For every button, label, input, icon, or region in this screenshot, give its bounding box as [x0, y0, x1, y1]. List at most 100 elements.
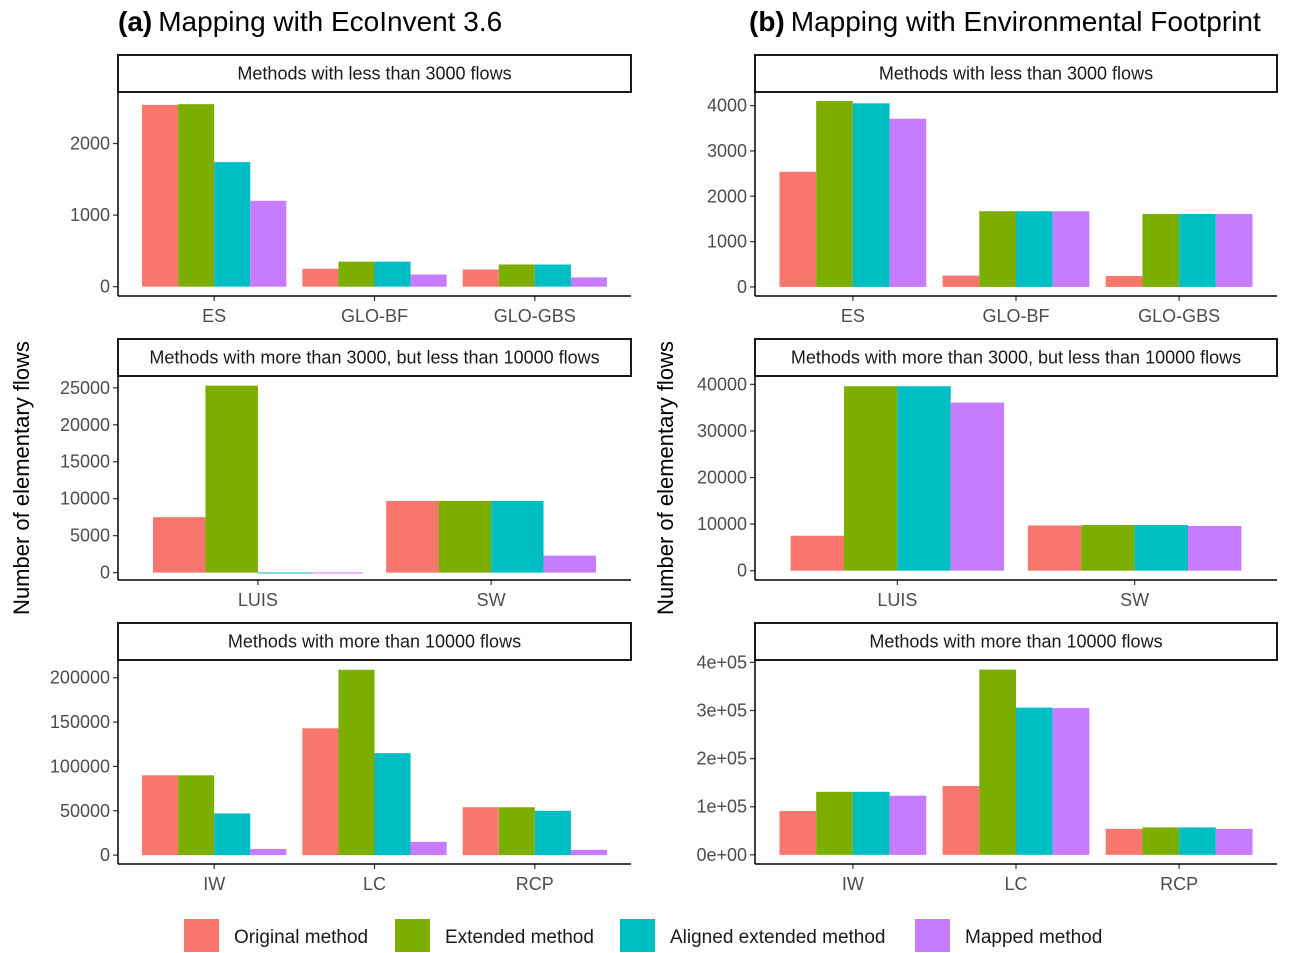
- panel-title-text-a: Mapping with EcoInvent 3.6: [158, 6, 503, 37]
- facet-1-x-tick-label: GLO-BF: [341, 306, 408, 326]
- facet-6-y-tick-label: 0e+00: [696, 845, 747, 865]
- facet-2-bar-luis-2: [205, 385, 258, 573]
- facet-4-y-tick-label: 4000: [707, 96, 747, 116]
- panel-title-b: (b) Mapping with Environmental Footprint: [749, 6, 1299, 38]
- facet-5-x-tick-label: SW: [1120, 590, 1149, 610]
- legend-key-original: [184, 919, 219, 952]
- facet-4-strip-label: Methods with less than 3000 flows: [879, 64, 1153, 84]
- facet-1-bar-glo-gbs-3: [534, 264, 571, 287]
- facet-4-bar-glo-gbs-4: [1215, 213, 1253, 287]
- facet-3-bar-lc-2: [338, 669, 375, 856]
- facet-plots: Methods with less than 3000 flows ES GLO-B…: [50, 54, 1278, 894]
- facet-4-bar-glo-bf-1: [942, 275, 980, 287]
- facet-1-bar-glo-bf-4: [410, 274, 447, 287]
- facet-5-bar-luis-3: [897, 386, 951, 571]
- facet-6-y-tick-label: 3e+05: [696, 701, 747, 721]
- facet-4-y-tick-label: 3000: [707, 141, 747, 161]
- facet-1-bar-es-2: [178, 104, 215, 287]
- facet-1-bar-glo-gbs-1: [462, 269, 499, 287]
- facet-5-bar-luis-2: [843, 386, 898, 571]
- facet-6-bar-rcp-3: [1179, 827, 1216, 855]
- facet-2-bar-sw-1: [386, 500, 439, 573]
- facet-5-x-tick-label: LUIS: [877, 590, 917, 610]
- facet-2-bar-sw-2: [438, 500, 492, 573]
- facet-3-bar-iw-3: [214, 813, 251, 856]
- facet-2-bar-sw-3: [491, 500, 544, 573]
- facet-3-bar-lc-1: [302, 728, 339, 856]
- facet-6-bar-rcp-2: [1142, 827, 1180, 855]
- facet-6-bar-iw-2: [816, 791, 853, 855]
- facet-3-bar-lc-4: [410, 841, 447, 856]
- legend-key-mapped: [915, 919, 950, 952]
- facet-3-bar-rcp-1: [462, 807, 499, 856]
- facet-2-y-tick-label: 15000: [60, 452, 110, 472]
- facet-6-y-tick-label: 4e+05: [696, 652, 747, 672]
- facet-4-bar-es-3: [852, 103, 890, 287]
- facet-3-strip: [117, 622, 632, 661]
- facet-1-bar-glo-bf-2: [338, 261, 375, 287]
- facet-6-x-tick-label: RCP: [1160, 874, 1198, 894]
- facet-5-bar-sw-1: [1027, 525, 1082, 571]
- facet-5-bar-luis-4: [950, 402, 1005, 571]
- facet-4-strip: [754, 54, 1278, 93]
- legend-label-aligned: Aligned extended method: [670, 927, 886, 948]
- legend-key-aligned: [620, 919, 655, 952]
- legend-key-extended: [395, 919, 430, 952]
- facet-5-y-tick-label: 40000: [697, 374, 747, 394]
- panel-title-text-b: Mapping with Environmental Footprint: [790, 6, 1261, 37]
- facet-6-bar-iw-3: [852, 791, 890, 855]
- facet-4-bar-es-2: [816, 101, 853, 287]
- facet-6-bar-iw-4: [889, 795, 927, 855]
- facet-6-y-tick-label: 1e+05: [696, 797, 747, 817]
- facet-2-bar-luis-3: [257, 572, 311, 574]
- facet-3-bar-rcp-4: [570, 849, 607, 856]
- facet-1-bar-glo-gbs-4: [570, 277, 607, 287]
- facet-1-y-tick-label: 0: [100, 277, 110, 297]
- facet-4-y-tick-label: 1000: [707, 232, 747, 252]
- facet-6-bar-iw-1: [779, 811, 817, 855]
- facet-5-y-tick-label: 0: [737, 561, 747, 581]
- legend: Original method Extended method Aligned …: [0, 915, 1304, 953]
- facet-5-y-tick-label: 20000: [697, 468, 747, 488]
- facet-6-bar-rcp-1: [1105, 828, 1143, 855]
- legend-label-extended: Extended method: [445, 927, 594, 948]
- facet-1-bar-es-3: [214, 162, 251, 287]
- facet-2-strip-label: Methods with more than 3000, but less th…: [149, 348, 599, 368]
- facet-5-y-tick-label: 30000: [697, 421, 747, 441]
- legend-label-mapped: Mapped method: [965, 927, 1103, 948]
- facet-3-y-tick-label: 150000: [50, 712, 110, 732]
- facet-4-bar-glo-bf-3: [1016, 211, 1053, 287]
- facet-4-x-tick-label: ES: [841, 306, 865, 326]
- facet-6-x-tick-label: IW: [842, 874, 864, 894]
- facet-2-y-tick-label: 5000: [70, 526, 110, 546]
- facet-5-bar-sw-3: [1134, 525, 1189, 571]
- facet-2-bar-sw-4: [543, 555, 597, 573]
- facet-3-bar-iw-4: [250, 848, 287, 856]
- facet-2-y-tick-label: 25000: [60, 378, 110, 398]
- facet-6-x-tick-label: LC: [1004, 874, 1027, 894]
- facet-1-y-tick-label: 2000: [70, 134, 110, 154]
- facet-1-bar-es-4: [250, 200, 287, 287]
- facet-4-y-tick-label: 0: [737, 277, 747, 297]
- panel-title-a: (a) Mapping with EcoInvent 3.6: [118, 6, 502, 38]
- facet-2-bar-luis-4: [310, 572, 363, 574]
- facet-6-y-tick-label: 2e+05: [696, 749, 747, 769]
- facet-2-bar-luis-1: [152, 517, 206, 573]
- facet-1-y-tick-label: 1000: [70, 205, 110, 225]
- facet-4-bar-glo-bf-4: [1052, 211, 1090, 287]
- facet-4-bar-glo-gbs-2: [1142, 213, 1180, 287]
- facet-3-y-tick-label: 0: [100, 845, 110, 865]
- facet-2-y-tick-label: 20000: [60, 415, 110, 435]
- facet-6-strip: [754, 622, 1278, 661]
- facet-4-bar-es-4: [889, 118, 927, 287]
- facet-1-strip-label: Methods with less than 3000 flows: [237, 64, 511, 84]
- panel-label-b: (b): [749, 6, 785, 37]
- facet-5-bar-luis-1: [790, 535, 844, 571]
- facet-3-x-tick-label: LC: [363, 874, 386, 894]
- facet-6-bar-lc-2: [979, 669, 1016, 855]
- facet-4-bar-glo-gbs-1: [1105, 276, 1143, 287]
- facet-1-x-tick-label: GLO-GBS: [494, 306, 576, 326]
- facet-3-bar-lc-3: [374, 753, 411, 856]
- facet-3-bar-rcp-2: [498, 807, 535, 856]
